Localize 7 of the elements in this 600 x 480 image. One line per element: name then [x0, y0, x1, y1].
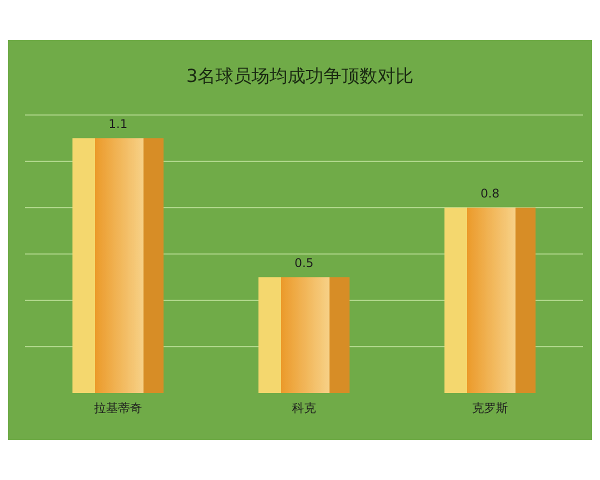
chart-title: 3名球员场均成功争顶数对比	[186, 66, 414, 87]
x-tick-label: 拉基蒂奇	[94, 401, 142, 415]
data-label: 0.8	[480, 186, 500, 201]
data-label: 1.1	[108, 117, 128, 132]
data-label: 0.5	[294, 256, 314, 270]
x-tick-label: 科克	[292, 401, 316, 415]
x-tick-label: 克罗斯	[472, 401, 508, 415]
